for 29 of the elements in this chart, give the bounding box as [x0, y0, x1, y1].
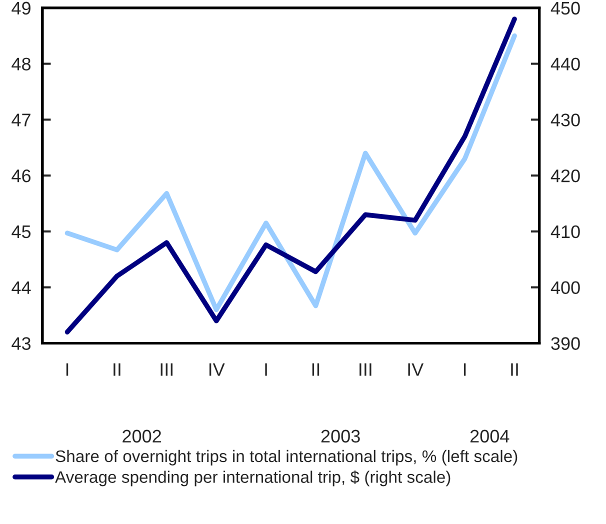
x-tick-label: I — [464, 363, 466, 376]
y2-tick-label: 440 — [550, 58, 580, 70]
y2-tick-label: 450 — [550, 2, 580, 15]
x-tick-label: IV — [408, 363, 424, 376]
y-tick-label: 45 — [12, 226, 31, 238]
y-tick-label: 47 — [12, 114, 30, 126]
y2-tick-label: 400 — [550, 281, 580, 294]
x-tick-label: III — [360, 363, 372, 376]
x-tick-label: I — [66, 363, 68, 376]
y-tick-label: 43 — [12, 337, 31, 350]
x-tick-label: II — [114, 363, 120, 376]
x-tick-label: III — [160, 363, 173, 376]
x-tick-label: II — [312, 363, 320, 376]
x-tick-label: II — [511, 363, 518, 376]
y-tick-label: 46 — [12, 169, 31, 182]
y2-tick-label: 430 — [550, 114, 580, 126]
x-tick-label: IV — [209, 363, 225, 376]
text: 2004 — [470, 430, 510, 443]
x-tick-label: I — [265, 363, 267, 376]
y2-tick-label: 390 — [551, 337, 580, 350]
text: 2002 — [122, 430, 161, 443]
y2-tick-label: 420 — [550, 169, 580, 182]
legend-label: Share of overnight trips in total international trips, % (left scale) — [56, 450, 518, 466]
y2-tick-label: 410 — [550, 225, 580, 238]
text: 2003 — [321, 430, 360, 443]
y-tick-label: 44 — [12, 281, 31, 294]
legend-label: Average spending per international trip, $ (right scale) — [55, 470, 450, 486]
y-tick-label: 48 — [12, 58, 31, 70]
y-tick-label: 49 — [12, 2, 30, 15]
